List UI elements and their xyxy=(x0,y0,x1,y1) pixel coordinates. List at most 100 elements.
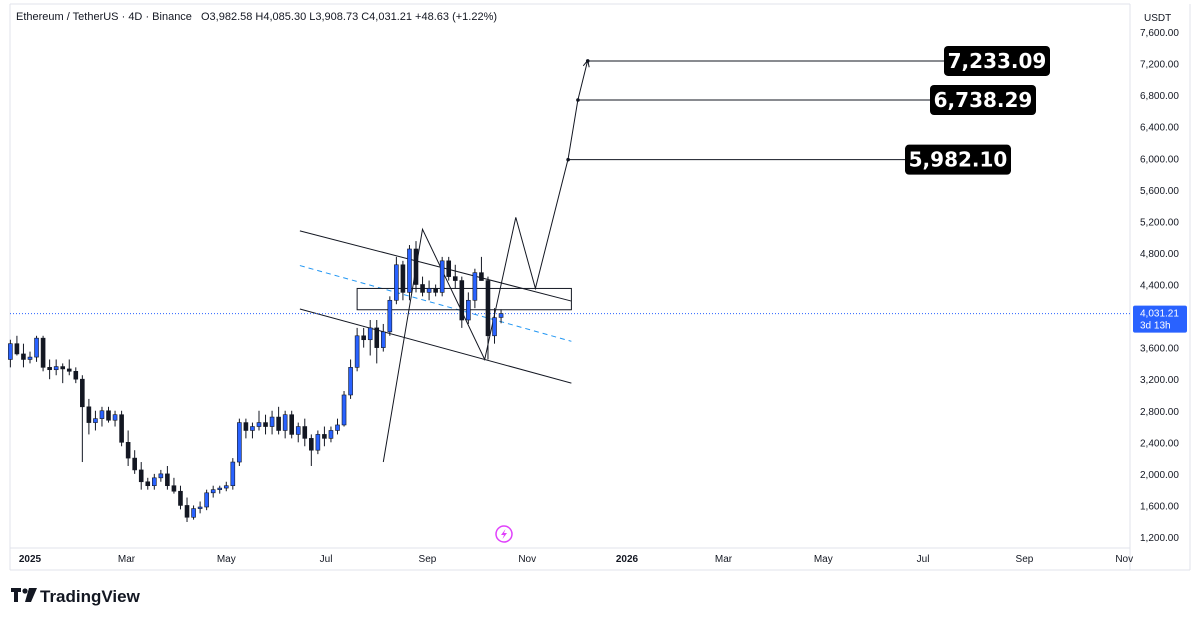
target-label-text: 7,233.09 xyxy=(948,49,1047,73)
time-tick-label: 2026 xyxy=(616,554,639,565)
candle-body xyxy=(53,366,59,371)
exchange: Binance xyxy=(152,11,192,23)
candle-body xyxy=(191,508,196,518)
candle xyxy=(21,343,26,368)
candle-body xyxy=(380,331,386,348)
candle-body xyxy=(243,422,249,431)
candle-body xyxy=(472,272,478,301)
candle xyxy=(394,256,399,305)
candle xyxy=(250,422,255,439)
candle xyxy=(485,276,491,360)
target-label-box xyxy=(944,45,1050,76)
candle-body xyxy=(466,299,471,321)
candle xyxy=(99,406,105,427)
target-label-box xyxy=(930,84,1036,115)
candle xyxy=(8,339,13,368)
candle xyxy=(204,489,209,511)
candle-body xyxy=(217,487,223,490)
candle xyxy=(374,320,380,364)
candle-body xyxy=(230,461,236,487)
candle-body xyxy=(80,378,85,408)
candle xyxy=(178,485,183,510)
candle-body xyxy=(152,477,157,487)
candle xyxy=(132,450,137,474)
candle xyxy=(413,241,419,293)
bar-countdown: 3d 13h xyxy=(1140,321,1171,332)
candle-body xyxy=(204,492,209,508)
candle xyxy=(106,406,111,423)
price-tick-label: 7,600.00 xyxy=(1140,28,1179,39)
symbol-legend[interactable]: Ethereum / TetherUS · 4D · Binance O3,98… xyxy=(16,11,497,23)
tradingview-logo[interactable]: TradingView xyxy=(11,587,141,606)
candle xyxy=(309,434,314,466)
candle xyxy=(93,410,98,431)
channel-midline[interactable] xyxy=(299,265,572,342)
candle-body xyxy=(439,260,445,293)
candle xyxy=(73,367,79,384)
candle-body xyxy=(66,368,72,372)
drawings-layer xyxy=(10,59,1130,463)
candle-body xyxy=(289,414,294,435)
candle xyxy=(367,320,373,356)
price-tick-label: 2,400.00 xyxy=(1140,438,1179,449)
candle-body xyxy=(21,353,26,360)
candle xyxy=(466,292,471,324)
time-tick-label: Nov xyxy=(518,554,536,565)
candle-body xyxy=(178,490,183,506)
candle xyxy=(348,359,353,399)
target-label[interactable]: 7,233.09 xyxy=(944,45,1050,76)
price-tick-label: 6,800.00 xyxy=(1140,91,1179,102)
candle xyxy=(60,363,66,384)
candle-body xyxy=(479,272,484,281)
candle xyxy=(191,505,196,520)
zone-rectangle[interactable] xyxy=(356,287,572,311)
candle xyxy=(472,268,478,309)
target-anchor-dot xyxy=(576,98,580,102)
channel-line[interactable] xyxy=(299,308,572,384)
candle-body xyxy=(93,418,98,423)
time-tick-label: Jul xyxy=(917,554,930,565)
candle-body xyxy=(125,442,131,459)
target-anchor-dot xyxy=(566,157,570,162)
candle-body xyxy=(452,276,458,281)
candle xyxy=(197,501,203,514)
candle-body xyxy=(354,335,360,368)
price-tick-label: 4,800.00 xyxy=(1140,249,1179,260)
channel-line[interactable] xyxy=(299,230,572,302)
candle-body xyxy=(315,434,321,451)
candle-body xyxy=(99,410,105,419)
time-tick-label: May xyxy=(217,554,236,565)
candle xyxy=(302,418,308,447)
candle xyxy=(328,426,334,443)
candle xyxy=(40,335,46,372)
target-label-text: 6,738.29 xyxy=(934,88,1033,112)
projection-path[interactable] xyxy=(382,60,589,463)
candle-body xyxy=(367,327,373,341)
candle-body xyxy=(374,327,380,348)
candle-body xyxy=(119,414,124,443)
candle-body xyxy=(276,416,281,431)
lightning-icon[interactable] xyxy=(495,525,513,543)
target-label[interactable]: 5,982.10 xyxy=(905,144,1011,175)
candle-body xyxy=(335,424,340,431)
candle-body xyxy=(400,264,406,293)
candle xyxy=(354,327,360,372)
target-label[interactable]: 6,738.29 xyxy=(930,84,1036,115)
candle xyxy=(295,422,301,443)
time-axis[interactable]: 2025 Mar May Jul Sep Nov 2026 Mar May Jul Sep Nov xyxy=(19,554,1133,565)
candle xyxy=(210,485,216,498)
candle-body xyxy=(302,426,308,439)
interval: 4D xyxy=(128,11,142,23)
candle-body xyxy=(328,430,334,439)
candle-body xyxy=(295,426,301,435)
candle-body xyxy=(309,438,314,451)
currency-label[interactable]: USDT xyxy=(1144,13,1171,24)
candle-body xyxy=(158,473,164,479)
price-axis[interactable]: 1,200.00 1,600.00 2,000.00 2,400.00 2,800.00… xyxy=(1140,28,1179,544)
candle xyxy=(341,391,347,427)
time-tick-label: 2025 xyxy=(19,554,42,565)
candle-body xyxy=(282,414,288,431)
candle-body xyxy=(433,288,438,293)
candle xyxy=(53,359,59,376)
